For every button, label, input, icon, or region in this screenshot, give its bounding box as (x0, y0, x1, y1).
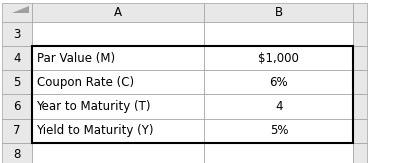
Bar (353, 46, 367, 70)
Bar (2, 22, 32, 46)
Text: A: A (114, 6, 122, 19)
Bar (32, 143, 204, 163)
Bar (353, 94, 367, 119)
Bar (32, 119, 204, 143)
Bar (204, 70, 353, 94)
Bar (353, 70, 367, 94)
Text: 7: 7 (13, 124, 21, 137)
Bar (2, 143, 32, 163)
Bar (353, 3, 367, 22)
Text: 4: 4 (13, 52, 21, 65)
Bar (32, 46, 204, 70)
Text: 6: 6 (13, 100, 21, 113)
Bar (204, 143, 353, 163)
Text: 4: 4 (275, 100, 283, 113)
Text: Coupon Rate (C): Coupon Rate (C) (37, 76, 134, 89)
Polygon shape (12, 6, 29, 13)
Text: Yield to Maturity (Y): Yield to Maturity (Y) (37, 124, 154, 137)
Bar (32, 70, 204, 94)
Bar (204, 119, 353, 143)
Bar (2, 70, 32, 94)
Bar (32, 46, 353, 143)
Text: B: B (275, 6, 283, 19)
Bar (32, 3, 204, 22)
Bar (204, 22, 353, 46)
Bar (204, 94, 353, 119)
Text: 6%: 6% (270, 76, 288, 89)
Bar (2, 46, 32, 70)
Bar (353, 119, 367, 143)
Bar (2, 119, 32, 143)
Text: Year to Maturity (T): Year to Maturity (T) (37, 100, 151, 113)
Bar (204, 46, 353, 70)
Text: 3: 3 (13, 28, 21, 41)
Text: $1,000: $1,000 (258, 52, 299, 65)
Bar (32, 94, 204, 119)
Text: 5%: 5% (270, 124, 288, 137)
Bar (32, 22, 204, 46)
Text: 8: 8 (13, 148, 21, 161)
Bar (2, 3, 32, 22)
Text: 5: 5 (13, 76, 21, 89)
Bar (353, 143, 367, 163)
Text: Par Value (M): Par Value (M) (37, 52, 115, 65)
Bar (2, 94, 32, 119)
Bar (353, 22, 367, 46)
Bar (204, 3, 353, 22)
